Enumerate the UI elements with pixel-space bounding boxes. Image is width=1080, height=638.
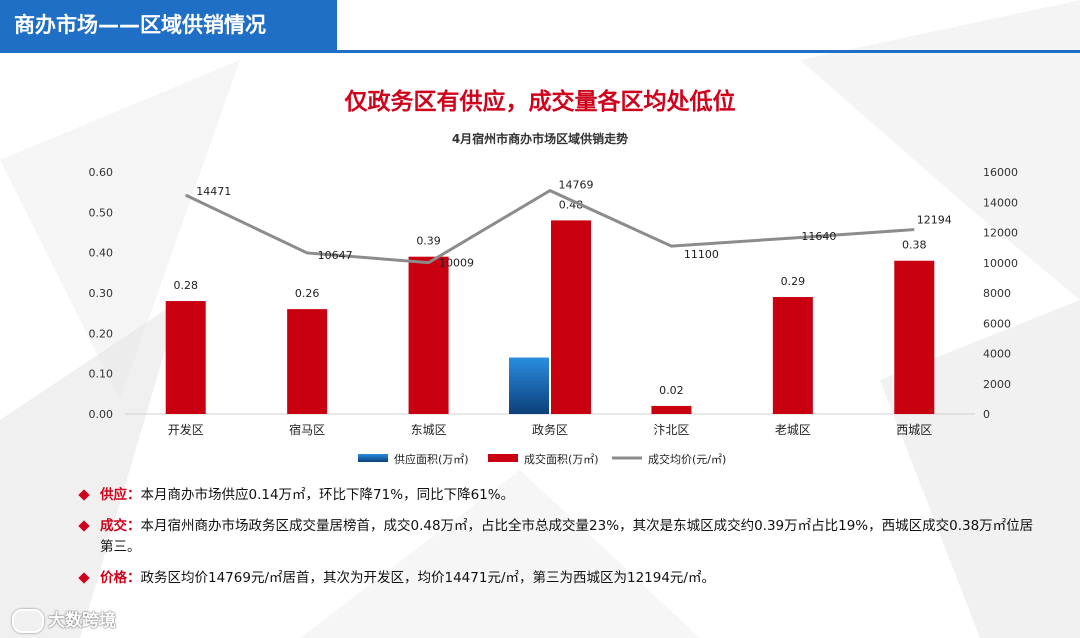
price-point-label: 12194 — [917, 214, 952, 227]
footer-watermark: 大数跨境 — [12, 606, 116, 633]
y-right-tick-label: 14000 — [983, 196, 1018, 209]
price-point-label: 10009 — [439, 257, 474, 270]
diamond-icon — [78, 572, 90, 584]
y-left-tick-label: 0.40 — [89, 247, 114, 260]
y-left-tick-label: 0.30 — [89, 287, 114, 300]
legend-swatch-deals — [488, 454, 518, 462]
price-point-label: 14471 — [196, 185, 231, 198]
summary-label: 价格： — [100, 570, 141, 586]
y-left-tick-label: 0.10 — [89, 368, 114, 381]
deal-bar — [551, 220, 591, 414]
y-left-tick-label: 0.00 — [89, 408, 114, 421]
x-tick-label: 宿马区 — [289, 422, 325, 437]
summary-supply: 供应：本月商办市场供应0.14万㎡，环比下降71%，同比下降61%。 — [78, 485, 1040, 506]
y-right-tick-label: 8000 — [983, 287, 1011, 300]
deal-bar — [894, 260, 935, 414]
diamond-icon — [78, 489, 90, 501]
summary-deals: 成交：本月宿州商办市场政务区成交量居榜首，成交0.48万㎡，占比全市总成交量23… — [78, 516, 1040, 558]
title-underline — [0, 50, 1080, 53]
legend-label-supply: 供应面积(万㎡) — [394, 452, 469, 466]
price-line — [185, 188, 915, 265]
legend-swatch-supply — [358, 454, 388, 462]
x-tick-label: 老城区 — [775, 423, 811, 437]
supply-sales-chart: 0.00 0.10 0.20 0.30 0.40 0.50 0.60 0 2000 4000 600… — [89, 166, 1019, 466]
summary-price: 价格：政务区均价14769元/㎡居首，其次为开发区，均价14471元/㎡，第三为… — [78, 568, 1040, 589]
deal-bar — [165, 301, 206, 414]
deal-bar — [287, 309, 328, 414]
y-right-tick-label: 0 — [983, 408, 990, 421]
y-right-tick-label: 2000 — [983, 378, 1011, 391]
summary-text: 本月商办市场供应0.14万㎡，环比下降71%，同比下降61%。 — [140, 487, 515, 503]
page-title: 商办市场——区域供销情况 — [0, 0, 337, 50]
slide-headline: 仅政务区有供应，成交量各区均处低位 — [344, 89, 736, 115]
deal-bar-label: 0.29 — [781, 275, 806, 288]
deal-bar — [408, 256, 449, 414]
price-point-label: 10647 — [318, 249, 353, 262]
deal-bar-label: 0.26 — [295, 287, 320, 300]
x-tick-label: 政务区 — [532, 422, 568, 437]
legend-label-price: 成交均价(元/㎡) — [648, 452, 726, 466]
supply-bar — [509, 357, 549, 414]
y-left-tick-label: 0.50 — [89, 206, 114, 219]
summary-text: 本月宿州商办市场政务区成交量居榜首，成交0.48万㎡，占比全市总成交量23%，其… — [100, 518, 1034, 555]
y-right-tick-label: 6000 — [983, 317, 1011, 330]
summary-label: 成交： — [100, 518, 141, 534]
summary-list: 供应：本月商办市场供应0.14万㎡，环比下降71%，同比下降61%。 成交：本月… — [78, 485, 1040, 599]
y-left-tick-label: 0.20 — [89, 327, 114, 340]
y-right-tick-label: 16000 — [983, 166, 1018, 179]
deal-bar-label: 0.39 — [416, 235, 441, 248]
deal-bar — [772, 297, 813, 414]
x-tick-label: 汴北区 — [653, 422, 689, 437]
summary-text: 政务区均价14769元/㎡居首，其次为开发区，均价14471元/㎡，第三为西城区… — [140, 570, 715, 586]
deal-bar-label: 0.28 — [173, 279, 198, 292]
x-tick-label: 西城区 — [896, 423, 932, 437]
y-right-tick-label: 4000 — [983, 348, 1011, 361]
y-left-tick-label: 0.60 — [89, 166, 114, 179]
chart-title: 4月宿州市商办市场区域供销走势 — [451, 132, 629, 146]
diamond-icon — [78, 520, 90, 532]
y-right-tick-label: 10000 — [983, 257, 1018, 270]
x-tick-label: 开发区 — [168, 422, 204, 437]
deal-bar-label: 0.38 — [902, 239, 927, 252]
footer-brand: 大数跨境 — [48, 611, 116, 631]
brand-logo-icon — [12, 609, 44, 633]
y-right-tick-label: 12000 — [983, 227, 1018, 240]
price-point-label: 11640 — [801, 230, 836, 243]
deal-bar-label: 0.02 — [659, 384, 684, 397]
price-point-label: 11100 — [684, 248, 719, 261]
deal-bar — [651, 405, 692, 414]
summary-label: 供应： — [100, 487, 141, 503]
x-tick-label: 东城区 — [411, 423, 447, 437]
price-point-label: 14769 — [559, 179, 594, 192]
legend-label-deals: 成交面积(万㎡) — [524, 452, 599, 466]
